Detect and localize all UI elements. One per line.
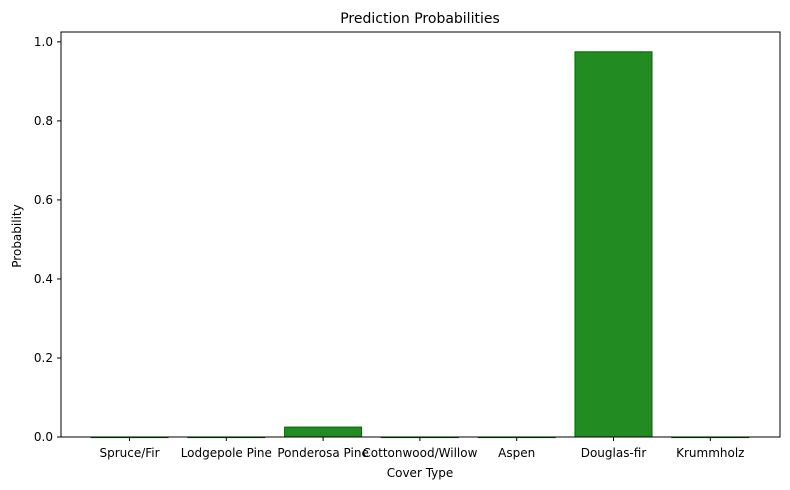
chart-title: Prediction Probabilities — [340, 11, 500, 27]
bar — [574, 51, 653, 438]
x-tick-label: Douglas-fir — [581, 446, 647, 460]
axes-frame — [60, 31, 781, 438]
bars-group — [90, 51, 750, 439]
x-axis-title: Cover Type — [387, 466, 454, 480]
y-tick-label: 1.0 — [34, 35, 53, 49]
y-tick-label: 0.2 — [34, 351, 53, 365]
x-tick-label: Cottonwood/Willow — [362, 446, 477, 460]
y-axis: 0.0 0.2 0.4 0.6 0.8 1.0 — [34, 35, 61, 444]
x-tick-label: Lodgepole Pine — [181, 446, 272, 460]
y-tick-label: 0.0 — [34, 430, 53, 444]
x-tick-label: Ponderosa Pine — [277, 446, 368, 460]
y-tick-label: 0.6 — [34, 193, 53, 207]
y-tick-label: 0.4 — [34, 272, 53, 286]
x-tick-label: Aspen — [498, 446, 535, 460]
y-axis-title: Probability — [10, 204, 24, 267]
bar — [284, 426, 363, 438]
x-tick-label: Krummholz — [676, 446, 744, 460]
y-tick-label: 0.8 — [34, 114, 53, 128]
x-axis: Spruce/Fir Lodgepole Pine Ponderosa PineCo… — [99, 437, 744, 460]
x-tick-label: Spruce/Fir — [99, 446, 159, 460]
